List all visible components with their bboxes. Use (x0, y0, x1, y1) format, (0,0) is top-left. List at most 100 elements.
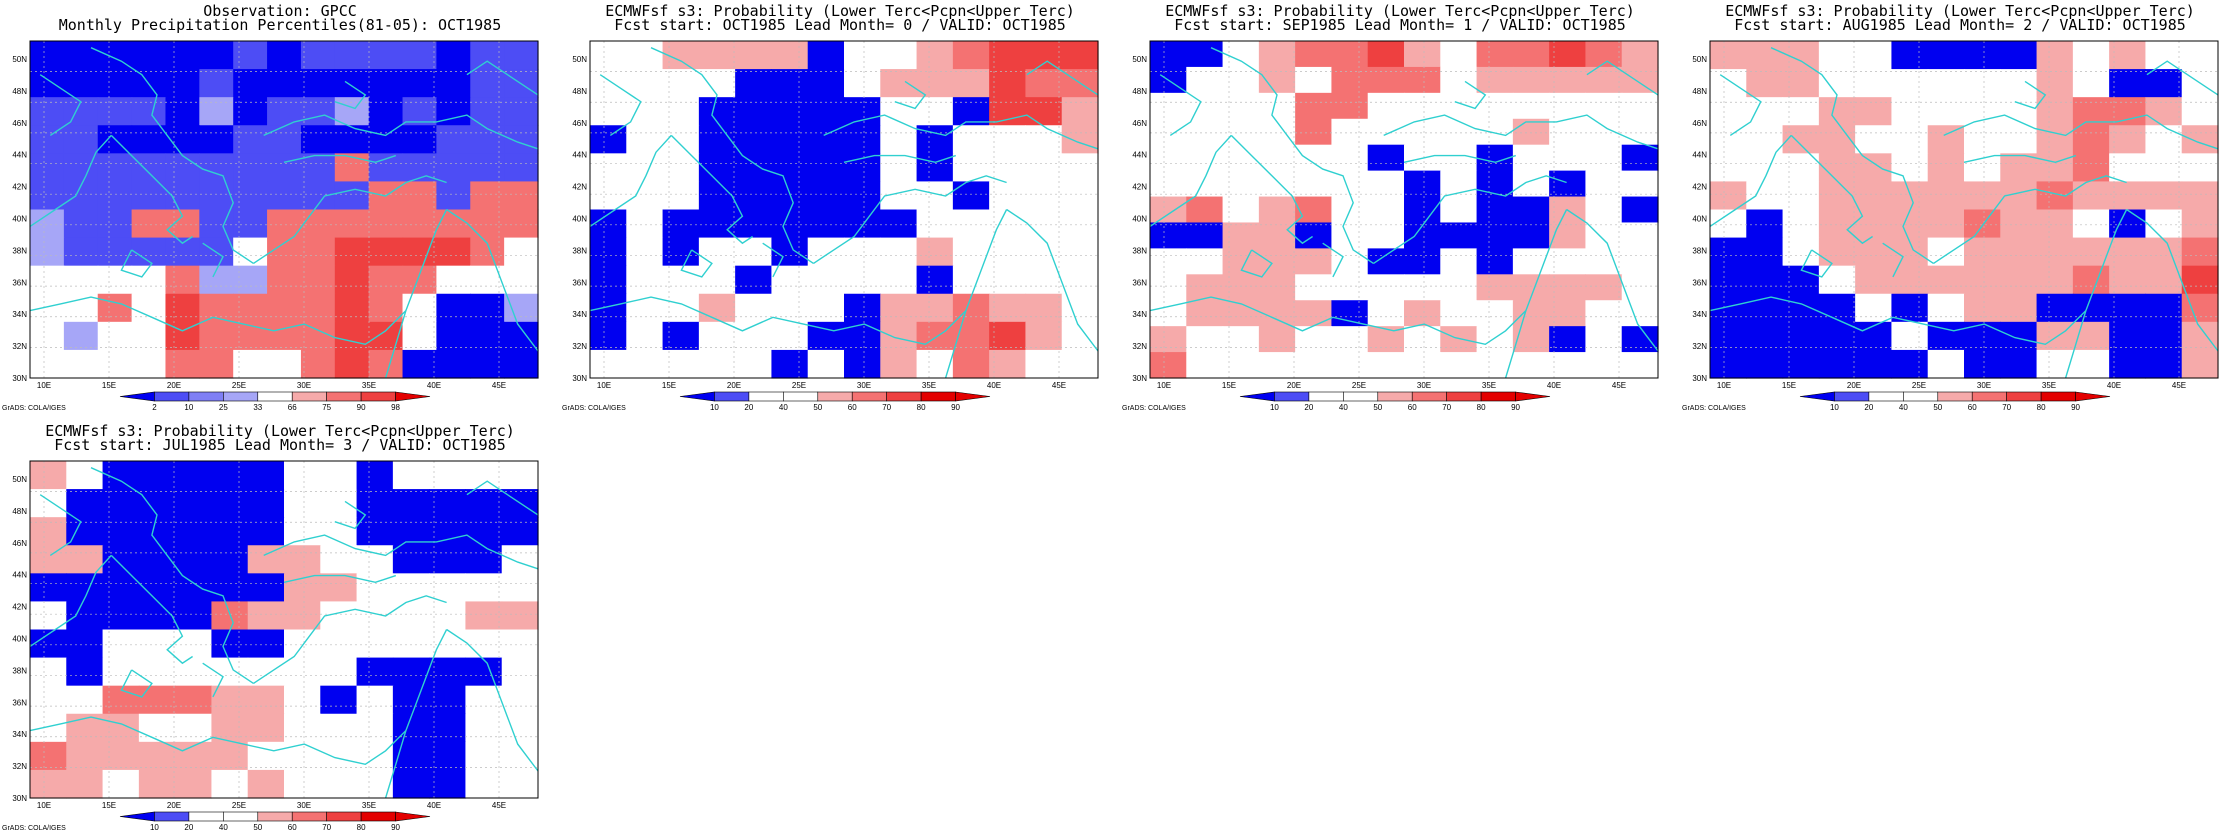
grid-cell (199, 97, 234, 126)
grid-cell (504, 125, 539, 154)
grid-cell (1585, 118, 1623, 146)
grid-cell (626, 69, 664, 98)
grid-cell (334, 209, 370, 239)
grid-cell (1367, 170, 1405, 198)
grid-cell (465, 489, 503, 518)
grid-cell (30, 461, 67, 490)
legend-swatch (1799, 391, 1835, 402)
grid-cell (247, 769, 285, 799)
grid-cell (2000, 237, 2038, 267)
map-title: Observation: GPCC (203, 2, 357, 20)
grid-cell (402, 293, 437, 323)
grid-cell (1025, 293, 1063, 323)
grid-cell (267, 153, 302, 183)
lon-label: 20E (1287, 381, 1301, 390)
legend-label: 90 (951, 403, 960, 412)
coastline (283, 154, 397, 164)
grid-cell (1367, 222, 1405, 249)
grid-cell (102, 769, 140, 799)
grid-cell (284, 769, 321, 799)
grid-cell (1404, 196, 1441, 224)
grid-cell (1855, 97, 1893, 126)
map-title: ECMWFsf s3: Probability (Lower Terc<Pcpn… (45, 422, 515, 440)
grid-cell (1746, 265, 1784, 295)
grid-cell (2145, 125, 2183, 154)
grid-cell (698, 321, 736, 351)
grid-cell (1549, 352, 1587, 379)
grid-cell (30, 265, 65, 295)
grid-cell (66, 545, 104, 574)
grid-cell (662, 125, 700, 154)
grid-cell (356, 601, 394, 631)
lon-label: 15E (102, 381, 116, 390)
grid-cell (1404, 300, 1441, 327)
grid-cell (199, 125, 234, 154)
lat-label: 44N (572, 151, 587, 160)
grid-cell (63, 265, 99, 295)
grid-cell (131, 321, 167, 351)
map-frame (1709, 40, 2219, 379)
grid-cell (199, 41, 234, 70)
legend-label: 40 (779, 403, 788, 412)
grid-cell (1150, 170, 1187, 198)
grid-cell (626, 349, 664, 379)
grid-cell (233, 265, 268, 295)
grid-cell (1258, 326, 1296, 353)
grid-cell (2000, 69, 2038, 98)
panel-gpcc-observation: Observation: GPCC Monthly Precipitation … (0, 0, 560, 420)
grid-cell (199, 69, 234, 98)
grid-cell (320, 545, 358, 574)
lon-label: 45E (492, 801, 506, 810)
grid-cell (165, 265, 200, 295)
grid-cell (1295, 118, 1333, 146)
grid-cell (436, 321, 471, 351)
grid-cell (402, 209, 437, 239)
precip-map: 50N 48N 46N 44N 42N 40N 38N 36N 34N 32N 30N 10E 15E 2… (562, 40, 1099, 412)
grid-cell (66, 685, 104, 715)
lat-label: 36N (1132, 278, 1147, 287)
grid-cell (63, 125, 99, 154)
legend-label: 80 (917, 403, 926, 412)
grid-cell (1585, 300, 1623, 327)
grid-cell (952, 181, 990, 211)
legend-label: 70 (2002, 403, 2011, 412)
legend-label: 20 (744, 403, 753, 412)
grid-cell (1150, 352, 1187, 379)
grid-cell (1150, 248, 1187, 275)
grid-cell (1025, 69, 1063, 98)
grid-cell (1855, 349, 1893, 379)
grid-cell (165, 153, 200, 183)
lat-label: 30N (12, 794, 27, 803)
grid-cell (30, 657, 67, 687)
grid-cell (1258, 274, 1296, 301)
grid-cell (175, 461, 213, 490)
grid-cell (1061, 265, 1099, 295)
coastline (90, 47, 254, 264)
grid-cell (465, 685, 503, 715)
panel-forecast-lead-1: ECMWFsf s3: Probability (Lower Terc<Pcpn… (1120, 0, 1680, 420)
grid-cell (1404, 66, 1441, 94)
grid-cell (267, 349, 302, 379)
grid-cell (1295, 92, 1333, 120)
coastline (202, 662, 224, 698)
grid-cell (1150, 118, 1187, 146)
grid-cell (175, 545, 213, 574)
grid-cell (165, 209, 200, 239)
grid-cell (1404, 248, 1441, 275)
coastline (1933, 175, 2127, 264)
grid-cell (334, 181, 370, 211)
coastline (1454, 80, 1487, 110)
coastline (1963, 154, 2077, 164)
lat-label: 38N (12, 666, 27, 675)
lat-label: 44N (1692, 151, 1707, 160)
grid-cell (267, 125, 302, 154)
grads-credit: GrADS: COLA/IGES (2, 825, 66, 832)
grid-cell (1782, 181, 1820, 211)
grid-cell (1404, 118, 1441, 146)
grid-cell (1367, 300, 1405, 327)
legend-swatch (188, 811, 224, 822)
grid-cell (392, 601, 430, 631)
grads-credit: GrADS: COLA/IGES (562, 405, 626, 412)
grid-cell (138, 769, 176, 799)
map-frame (589, 40, 1099, 379)
